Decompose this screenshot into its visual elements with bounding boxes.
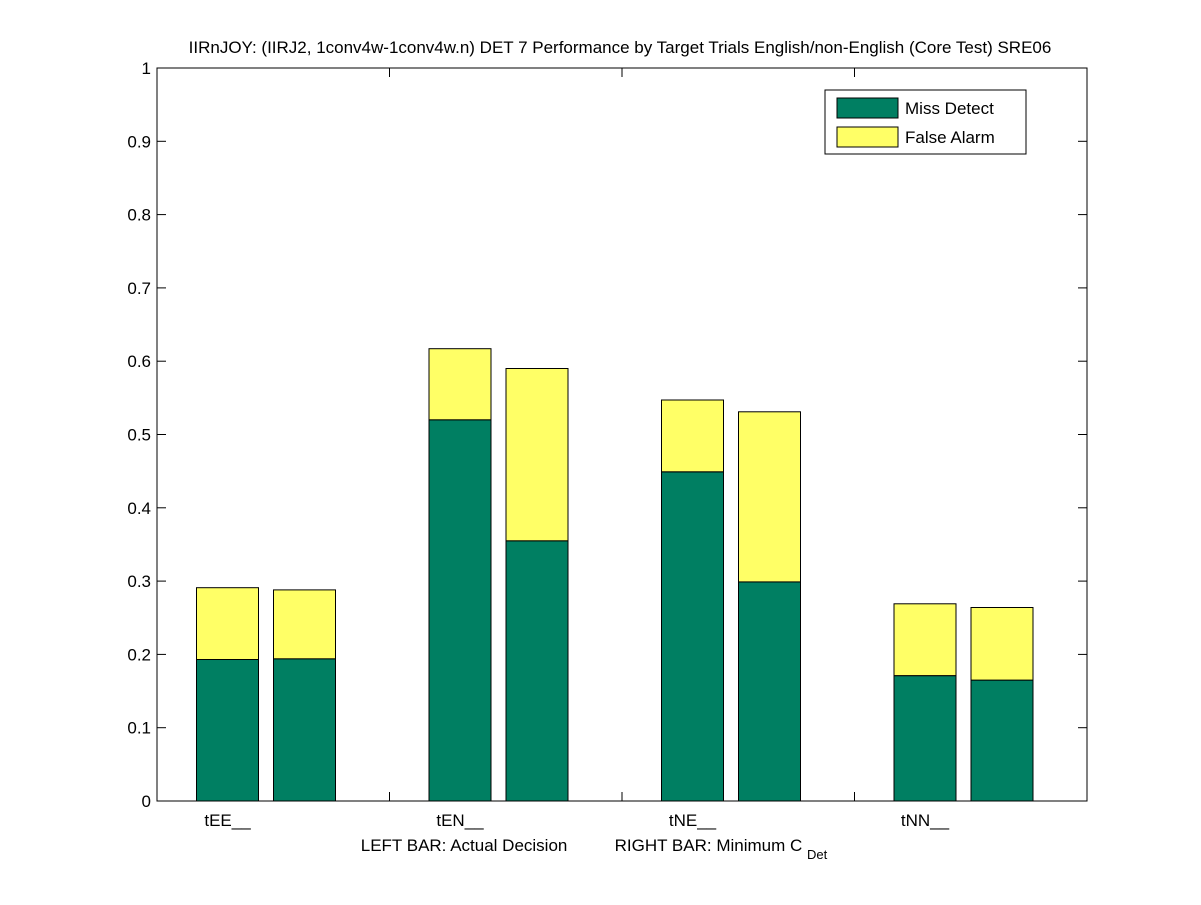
xtick-label-tne: tNE__ — [669, 811, 717, 830]
bar-ten-minimum-miss-detect — [505, 540, 569, 802]
ytick-labels-layer: 0 0.1 0.2 0.3 0.4 0.5 0.6 0.7 0.8 0.9 1 — [127, 59, 151, 811]
bar-ten-minimum-false-alarm — [505, 368, 569, 542]
bar-ten-actual-miss-detect — [428, 419, 492, 802]
legend-swatch-false-alarm — [836, 126, 899, 148]
legend: Miss Detect False Alarm — [824, 89, 1027, 155]
ytick-label: 1 — [142, 59, 151, 78]
x-axis-label-gap — [572, 836, 610, 855]
legend-label-miss-detect: Miss Detect — [905, 99, 994, 118]
ytick-label: 0.4 — [127, 499, 151, 518]
x-axis-label-right: RIGHT BAR: Minimum C — [615, 836, 803, 855]
ytick-label: 0 — [142, 792, 151, 811]
chart-title: IIRnJOY: (IIRJ2, 1conv4w-1conv4w.n) DET … — [189, 38, 1052, 57]
xtick-label-tee: tEE__ — [204, 811, 251, 830]
bar-tee-minimum-miss-detect — [273, 658, 336, 802]
xtick-label-tnn: tNN__ — [901, 811, 950, 830]
bar-tne-minimum-false-alarm — [738, 411, 801, 583]
ytick-label: 0.7 — [127, 279, 151, 298]
bar-tee-actual-miss-detect — [196, 659, 259, 802]
ticks-layer — [157, 67, 1087, 802]
ytick-label: 0.3 — [127, 572, 151, 591]
legend-label-false-alarm: False Alarm — [905, 128, 995, 147]
bar-ten-actual-false-alarm — [428, 348, 492, 421]
bar-tee-actual-false-alarm — [196, 587, 259, 661]
ytick-label: 0.5 — [127, 426, 151, 445]
xtick-label-ten: tEN__ — [436, 811, 484, 830]
bar-tnn-minimum-false-alarm — [970, 607, 1034, 681]
bars-layer — [196, 348, 1034, 802]
bar-tne-minimum-miss-detect — [738, 581, 801, 802]
x-axis-label: LEFT BAR: Actual Decision RIGHT BAR: Min… — [361, 836, 828, 862]
x-axis-label-subscript: Det — [807, 847, 828, 862]
ytick-label: 0.6 — [127, 352, 151, 371]
ytick-label: 0.8 — [127, 206, 151, 225]
ytick-label: 0.9 — [127, 132, 151, 151]
bar-tne-actual-miss-detect — [661, 471, 724, 802]
bar-tnn-actual-false-alarm — [893, 603, 957, 677]
bar-tnn-minimum-miss-detect — [970, 679, 1034, 802]
xtick-labels-layer: tEE__ tEN__ tNE__ tNN__ — [204, 811, 949, 830]
x-axis-label-left: LEFT BAR: Actual Decision — [361, 836, 568, 855]
ytick-label: 0.2 — [127, 645, 151, 664]
bar-tne-actual-false-alarm — [661, 399, 724, 473]
bar-tee-minimum-false-alarm — [273, 589, 336, 660]
bar-tnn-actual-miss-detect — [893, 675, 957, 802]
legend-swatch-miss-detect — [836, 97, 899, 119]
ytick-label: 0.1 — [127, 719, 151, 738]
